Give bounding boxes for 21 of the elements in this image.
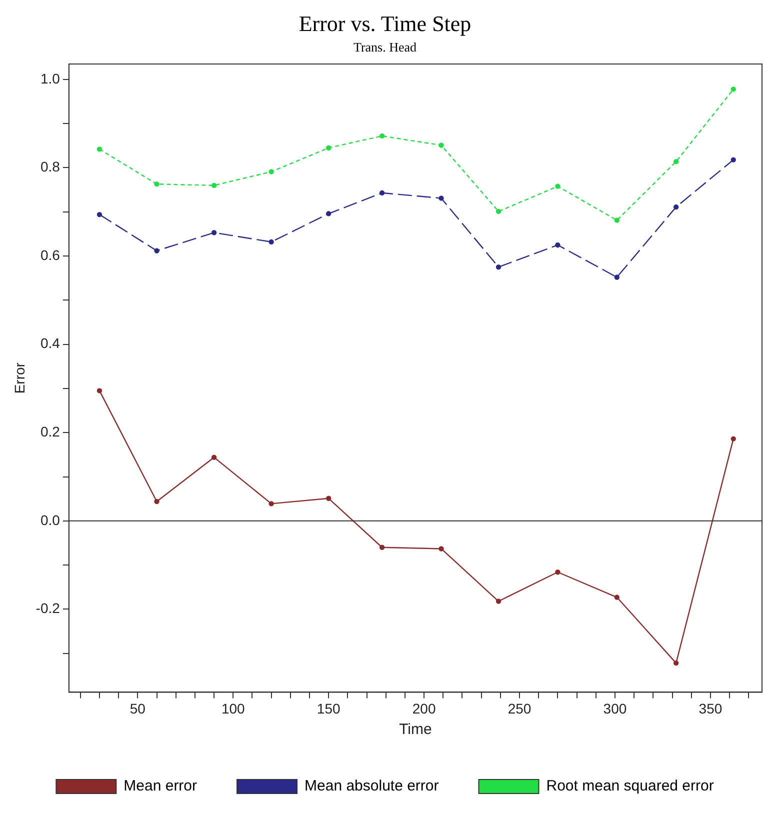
x-tick-label: 350 xyxy=(698,700,722,716)
legend-label: Mean absolute error xyxy=(304,778,439,795)
y-tick-label: 0.8 xyxy=(40,158,60,175)
x-axis-title: Time xyxy=(399,721,432,738)
chart-subtitle: Trans. Head xyxy=(353,40,418,55)
x-tick-label: 50 xyxy=(130,700,146,716)
legend-label: Mean error xyxy=(124,778,198,795)
chart-title: Error vs. Time Step xyxy=(298,10,472,36)
y-axis-title: Error xyxy=(11,362,28,394)
legend-label: Root mean squared error xyxy=(546,778,714,795)
x-tick-label: 200 xyxy=(412,700,436,716)
x-tick-label: 100 xyxy=(221,700,246,716)
x-tick-label: 300 xyxy=(603,700,627,716)
y-tick-label: -0.2 xyxy=(36,600,60,616)
x-tick-label: 150 xyxy=(316,700,340,716)
y-tick-label: 0.4 xyxy=(40,335,60,352)
y-tick-label: 0.0 xyxy=(40,512,60,528)
x-tick-label: 250 xyxy=(508,700,532,716)
y-tick-label: 1.0 xyxy=(40,70,60,86)
y-tick-label: 0.2 xyxy=(40,423,60,440)
y-tick-label: 0.6 xyxy=(40,246,60,263)
